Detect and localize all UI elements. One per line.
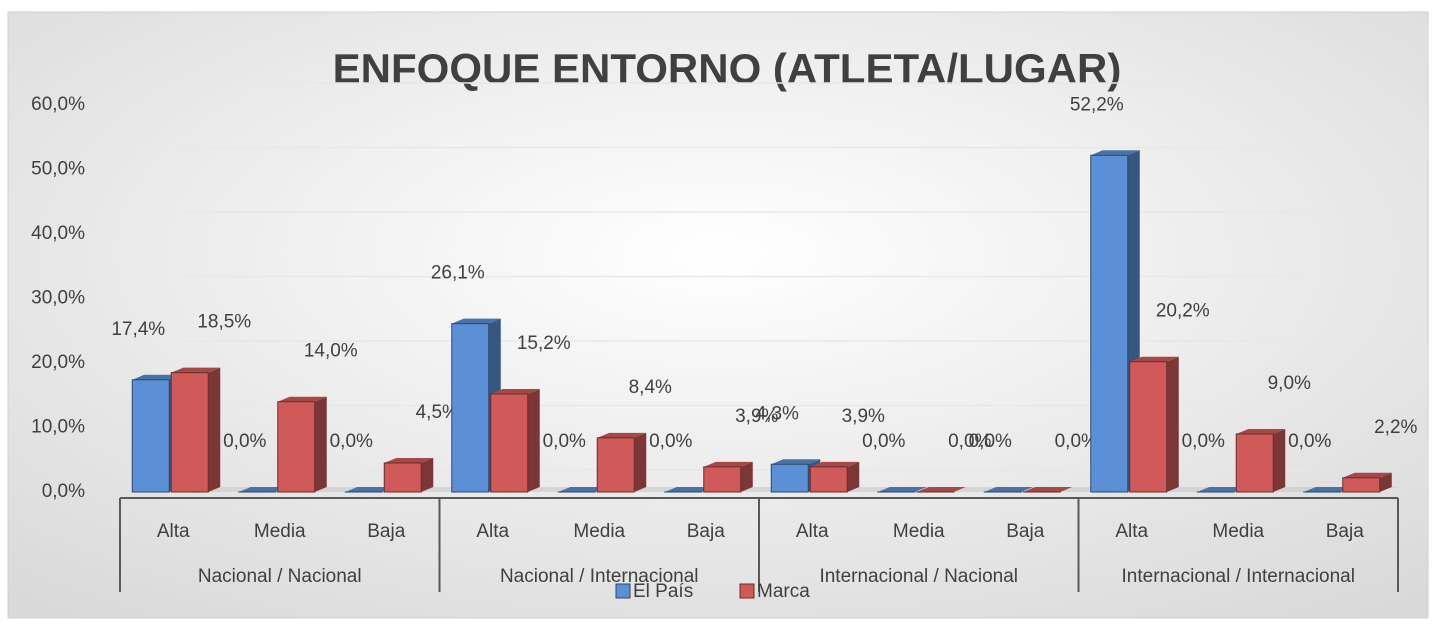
bar-side — [847, 462, 859, 492]
x-tick-label: Alta — [1115, 521, 1148, 542]
bar — [704, 467, 741, 492]
data-label: 8,4% — [629, 377, 672, 398]
bar — [384, 463, 421, 492]
x-tick-label: Baja — [1326, 521, 1364, 542]
bar-side — [634, 433, 646, 492]
y-tick-label: 60,0% — [31, 94, 85, 115]
y-tick-label: 10,0% — [31, 417, 85, 438]
chart-title: ENFOQUE ENTORNO (ATLETA/LUGAR) — [333, 45, 1122, 92]
legend-label: Marca — [757, 581, 810, 602]
x-tick-label: Media — [1212, 521, 1264, 542]
bar-side — [1167, 357, 1179, 492]
bar — [810, 467, 847, 492]
data-label: 2,2% — [1374, 417, 1417, 438]
bar-side — [315, 397, 327, 492]
x-tick-label: Media — [573, 521, 625, 542]
bar-side — [1273, 429, 1285, 492]
bar-side — [208, 368, 220, 492]
data-label: 14,0% — [304, 341, 358, 362]
bar — [597, 438, 634, 492]
y-tick-label: 20,0% — [31, 352, 85, 373]
y-tick-label: 40,0% — [31, 223, 85, 244]
y-tick-label: 30,0% — [31, 288, 85, 309]
data-label: 0,0% — [223, 431, 266, 452]
bar — [132, 380, 169, 492]
bar — [171, 373, 208, 492]
legend-swatch — [616, 584, 630, 598]
y-tick-label: 50,0% — [31, 159, 85, 180]
bar — [1130, 362, 1167, 492]
bar-side — [528, 389, 540, 492]
x-tick-label: Media — [254, 521, 306, 542]
bar — [771, 464, 808, 492]
group-label: Internacional / Nacional — [819, 566, 1018, 587]
data-label: 0,0% — [543, 431, 586, 452]
data-label: 17,4% — [111, 319, 165, 340]
data-label: 0,0% — [862, 431, 905, 452]
data-label: 52,2% — [1070, 94, 1124, 115]
x-tick-label: Baja — [367, 521, 405, 542]
data-label: 0,0% — [330, 431, 373, 452]
data-label: 0,0% — [969, 431, 1012, 452]
bar-side — [741, 462, 753, 492]
x-tick-label: Alta — [796, 521, 829, 542]
data-label: 0,0% — [649, 431, 692, 452]
bar — [452, 324, 489, 492]
x-tick-label: Media — [893, 521, 945, 542]
data-label: 18,5% — [197, 312, 251, 333]
x-tick-label: Baja — [1006, 521, 1044, 542]
data-label: 3,9% — [842, 406, 885, 427]
x-tick-label: Alta — [157, 521, 190, 542]
data-label: 4,3% — [756, 403, 799, 424]
legend-swatch — [740, 584, 754, 598]
bar-side — [421, 458, 433, 492]
data-label: 0,0% — [1288, 431, 1331, 452]
bar — [1236, 434, 1273, 492]
group-label: Nacional / Nacional — [198, 566, 362, 587]
data-label: 20,2% — [1156, 301, 1210, 322]
bar — [491, 394, 528, 492]
x-tick-label: Alta — [476, 521, 509, 542]
bar — [278, 402, 315, 492]
data-label: 0,0% — [1182, 431, 1225, 452]
y-tick-label: 0,0% — [42, 481, 85, 502]
bar — [1091, 155, 1128, 492]
legend-label: El País — [633, 581, 693, 602]
bar — [1343, 478, 1380, 492]
data-label: 9,0% — [1268, 373, 1311, 394]
data-label: 15,2% — [517, 333, 571, 354]
group-label: Internacional / Internacional — [1122, 566, 1355, 587]
x-tick-label: Baja — [687, 521, 725, 542]
data-label: 26,1% — [431, 263, 485, 284]
